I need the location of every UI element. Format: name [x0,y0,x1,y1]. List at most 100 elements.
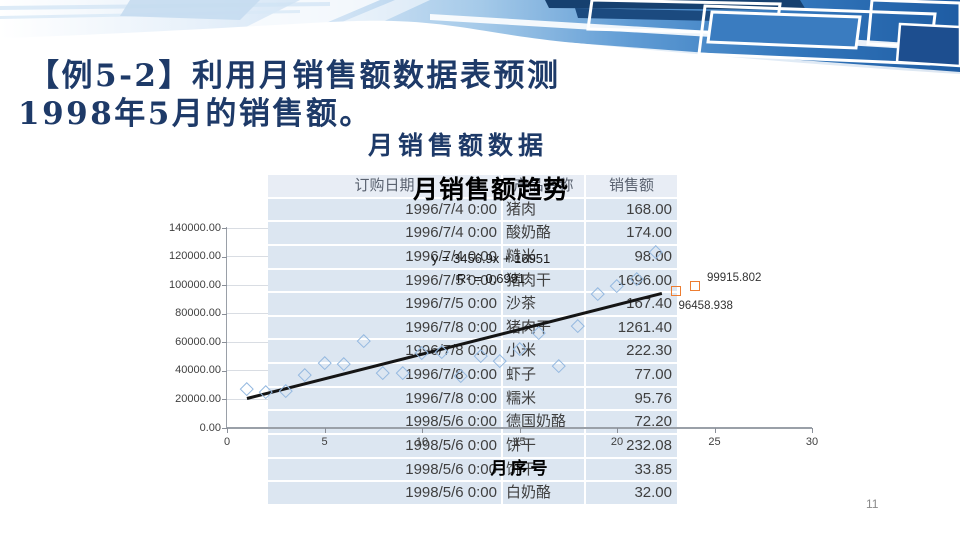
actual-point [356,333,371,348]
chart-title: 月销售额趋势 [412,176,569,204]
x-tick [812,428,813,433]
actual-point [590,286,605,301]
table-cell: 沙茶 [503,293,586,315]
equation-line: y = 3456.9x + 16951 [431,251,551,266]
table-cell: 1998/5/6 0:00 [268,435,503,457]
actual-point [551,359,566,373]
actual-point [298,367,312,382]
x-tick [422,428,423,433]
table-cell: 1696.00 [617,271,672,289]
table-row: 1996/7/8 0:00 糯米 95.76 [268,387,677,410]
table-cell: 222.30 [626,342,672,360]
x-axis-line [227,427,812,429]
table-cell: 1998/5/6 0:00 [268,458,503,481]
table-cell: 酸奶酪 [503,222,586,244]
actual-point [473,348,488,362]
r-squared-line: R² = 0.6991 [456,271,526,286]
actual-point [512,342,527,356]
x-tick [519,428,521,433]
table-cell: 猪肉干 [503,269,586,292]
table-cell: 1261.40 [617,318,672,336]
table-cell: 168.00 [626,200,672,218]
table-cell: 白奶酪 [503,482,586,504]
y-tick-label: 20000.00 [175,392,221,405]
trendline-equation: y = 3456.9x + 16951 R² = 0.6991 [406,249,576,289]
table-cell: 饼干 [503,458,586,481]
table-header-order-date: 订购日期 [268,175,503,197]
table-cell: 糯米 [503,387,586,410]
table-cell: 1996/7/4 0:00 [268,222,503,244]
table-row: 1998/5/6 0:00 白奶酪 32.00 [268,482,677,504]
actual-point [649,244,663,258]
table-cell: 1996/7/4 0:00 [268,245,503,268]
sales-table-body: 1996/7/4 0:00 猪肉 168.00 1996/7/4 0:00 酸奶酪 174… [268,198,677,504]
banner-graphic [0,0,960,90]
table-cell: 德国奶酪 [503,411,586,433]
table-cell: 糙米 [503,245,586,268]
forecast-point [670,285,681,296]
table-cell: 77.00 [634,366,672,384]
table-cell: 232.08 [626,437,672,455]
table-cell: 小米 [503,340,586,363]
y-tick [222,370,227,372]
table-cell: 猪肉 [503,198,586,221]
sales-table-header: 订购日期 产品名称 销售额 [268,175,677,197]
y-tick [222,256,227,258]
y-tick [222,342,227,344]
actual-point [376,366,390,380]
table-cell: 1996/7/8 0:00 [268,364,503,386]
actual-point [337,356,351,371]
table-cell: 1996/7/8 0:00 [268,316,503,339]
forecast-point [690,280,701,291]
forecast-point-label: 96458.938 [678,300,733,313]
y-tick-label: 120000.00 [169,250,221,263]
x-tick-label: 5 [321,436,328,448]
y-tick-label: 0.00 [199,421,221,434]
table-row: 1996/7/8 0:00 小米 222.30 [268,340,677,363]
y-tick-label: 140000.00 [169,221,221,234]
x-axis-title: 月序号 [490,459,551,478]
table-cell: 98.00 [634,247,672,265]
y-tick-label: 100000.00 [169,278,221,291]
x-tick-label: 10 [415,436,429,448]
table-row: 1996/7/8 0:00猪肉干1261.40 [268,316,677,339]
slide-title-line2: 1998年5月的销售额。 [18,96,373,132]
actual-point [610,279,624,293]
y-tick [222,313,227,315]
table-cell: 1996/7/4 0:00 [268,198,503,221]
x-tick [227,428,228,433]
table-title: 月销售额数据 [368,131,549,160]
table-cell: 95.76 [634,389,672,407]
table-cell: 33.85 [634,460,672,478]
table-row: 1996/7/4 0:00 猪肉 168.00 [268,198,677,221]
x-tick-label: 25 [708,436,721,448]
x-tick-label: 0 [223,436,231,448]
x-tick-label: 30 [805,436,819,448]
table-cell: 虾子 [503,364,586,386]
table-cell: 174.00 [626,224,672,242]
x-tick-label: 20 [610,436,624,448]
x-tick-label: 15 [513,436,526,448]
y-tick [222,399,227,401]
y-tick [222,228,227,229]
actual-point [454,369,468,383]
table-cell: 1996/7/8 0:00 [268,340,503,363]
table-cell: 1996/7/5 0:00 [268,269,503,292]
page-number: 11 [866,497,879,511]
actual-point [239,381,254,395]
actual-point [571,319,585,333]
forecast-point-label: 99915.802 [707,272,762,285]
y-tick-label: 80000.00 [175,307,221,320]
y-tick-label: 60000.00 [175,335,221,348]
sales-table: 订购日期 产品名称 销售额 1996/7/4 0:00 猪肉 168.00 1996/… [268,175,677,506]
x-tick [714,428,716,433]
table-header-product-name: 产品名称 [503,175,586,197]
y-tick [222,428,227,429]
table-row: 1996/7/8 0:00 虾子 77.00 [268,364,677,386]
table-cell: 1996/7/5 0:00 [268,293,503,315]
actual-point [493,353,507,368]
y-axis-line [226,227,228,429]
table-row: 1996/7/5 0:00 猪肉干 1696.00 [268,269,677,292]
